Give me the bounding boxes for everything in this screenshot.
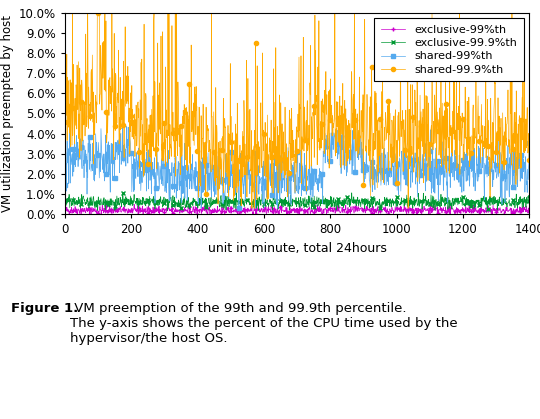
- exclusive-99.9%th: [62, 198, 68, 203]
- exclusive-99%th: [441, 207, 447, 212]
- shared-99%th: [168, 171, 174, 176]
- shared-99%th: [157, 170, 163, 175]
- exclusive-99%th: [483, 206, 489, 211]
- Legend: exclusive-99%th, exclusive-99.9%th, shared-99%th, shared-99.9%th: exclusive-99%th, exclusive-99.9%th, shar…: [374, 18, 524, 81]
- Text: VM preemption of the 99th and 99.9th percentile.
The y-axis shows the percent of: VM preemption of the 99th and 99.9th per…: [70, 302, 458, 345]
- exclusive-99%th: [168, 210, 175, 215]
- X-axis label: unit in minute, total 24hours: unit in minute, total 24hours: [207, 242, 387, 255]
- shared-99%th: [483, 166, 489, 171]
- exclusive-99%th: [379, 206, 385, 211]
- Y-axis label: VM utilization preempted by host: VM utilization preempted by host: [2, 15, 15, 212]
- Text: Figure 1.: Figure 1.: [11, 302, 78, 315]
- exclusive-99.9%th: [379, 204, 385, 209]
- shared-99.9%th: [168, 154, 174, 159]
- Line: shared-99%th: shared-99%th: [63, 111, 540, 210]
- exclusive-99.9%th: [222, 199, 228, 204]
- shared-99.9%th: [441, 162, 447, 167]
- shared-99.9%th: [483, 155, 489, 160]
- shared-99%th: [379, 170, 385, 175]
- Line: shared-99.9%th: shared-99.9%th: [63, 10, 540, 210]
- exclusive-99.9%th: [94, 208, 101, 213]
- exclusive-99%th: [222, 207, 228, 212]
- exclusive-99.9%th: [441, 196, 447, 201]
- shared-99.9%th: [157, 92, 163, 97]
- exclusive-99.9%th: [120, 190, 126, 195]
- shared-99%th: [66, 111, 73, 116]
- shared-99%th: [235, 206, 242, 211]
- exclusive-99%th: [131, 202, 137, 207]
- shared-99.9%th: [248, 206, 255, 211]
- Line: exclusive-99%th: exclusive-99%th: [63, 202, 540, 216]
- exclusive-99.9%th: [483, 202, 489, 207]
- shared-99.9%th: [379, 125, 385, 130]
- shared-99.9%th: [539, 110, 540, 115]
- exclusive-99.9%th: [539, 200, 540, 205]
- exclusive-99.9%th: [168, 199, 175, 204]
- shared-99.9%th: [221, 116, 228, 121]
- shared-99%th: [62, 182, 68, 187]
- shared-99.9%th: [62, 119, 68, 124]
- Line: exclusive-99.9%th: exclusive-99.9%th: [63, 191, 540, 212]
- exclusive-99%th: [539, 206, 540, 211]
- shared-99.9%th: [69, 10, 76, 15]
- exclusive-99%th: [66, 212, 72, 217]
- shared-99%th: [539, 170, 540, 175]
- shared-99%th: [221, 197, 228, 202]
- exclusive-99%th: [62, 207, 68, 212]
- shared-99%th: [441, 156, 447, 161]
- exclusive-99%th: [157, 207, 163, 212]
- exclusive-99.9%th: [157, 197, 163, 202]
